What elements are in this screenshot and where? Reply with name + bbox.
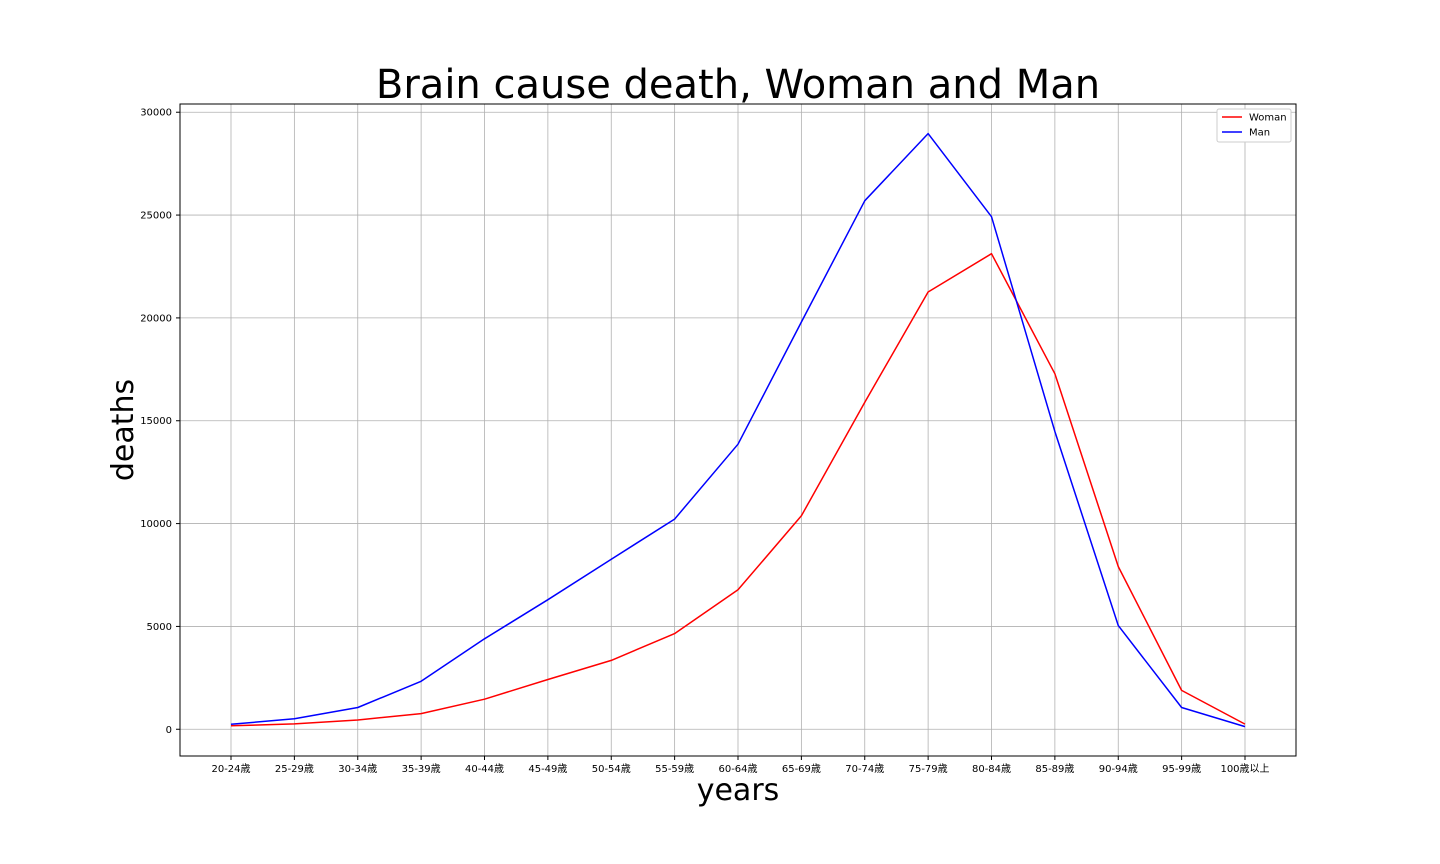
- y-tick-label: 20000: [140, 313, 172, 324]
- y-axis-label: deaths: [106, 379, 141, 481]
- x-tick-label: 40-44歳: [465, 763, 504, 775]
- legend: Woman Man: [1216, 108, 1292, 143]
- x-tick-label: 70-74歳: [845, 763, 884, 775]
- x-tick-label: 50-54歳: [592, 763, 631, 775]
- y-tick-label: 30000: [140, 108, 172, 119]
- y-tick-label: 5000: [147, 622, 172, 633]
- y-axis-ticks: 0 5000 10000 15000 20000 25000 30000: [140, 108, 180, 736]
- x-tick-label: 65-69歳: [782, 763, 821, 775]
- x-tick-label: 55-59歳: [655, 763, 694, 775]
- x-tick-label: 25-29歳: [275, 763, 314, 775]
- x-tick-label: 75-79歳: [909, 763, 948, 775]
- y-tick-label: 25000: [140, 211, 172, 222]
- x-axis-ticks: 20-24歳 25-29歳 30-34歳 35-39歳 40-44歳 45-49歳 50-5…: [211, 756, 1270, 775]
- y-tick-label: 0: [166, 725, 172, 736]
- x-tick-label: 20-24歳: [211, 763, 250, 775]
- x-tick-label: 60-64歳: [718, 763, 757, 775]
- series-layer: [230, 132, 1246, 728]
- x-tick-label: 45-49歳: [528, 763, 567, 775]
- x-axis-label: years: [697, 773, 780, 808]
- chart-title: Brain cause death, Woman and Man: [376, 62, 1100, 108]
- x-tick-label: 35-39歳: [402, 763, 441, 775]
- x-tick-label: 30-34歳: [338, 763, 377, 775]
- series-line-man: [230, 132, 1246, 728]
- legend-label-man: Man: [1249, 128, 1270, 139]
- y-tick-label: 15000: [140, 416, 172, 427]
- grid: [180, 104, 1296, 756]
- series-line-woman: [230, 252, 1246, 727]
- x-tick-label: 90-94歳: [1099, 763, 1138, 775]
- x-tick-label: 95-99歳: [1162, 763, 1201, 775]
- x-tick-label: 80-84歳: [972, 763, 1011, 775]
- legend-label-woman: Woman: [1249, 113, 1287, 124]
- y-tick-label: 10000: [140, 519, 172, 530]
- x-tick-label: 100歳以上: [1220, 763, 1269, 775]
- x-tick-label: 85-89歳: [1035, 763, 1074, 775]
